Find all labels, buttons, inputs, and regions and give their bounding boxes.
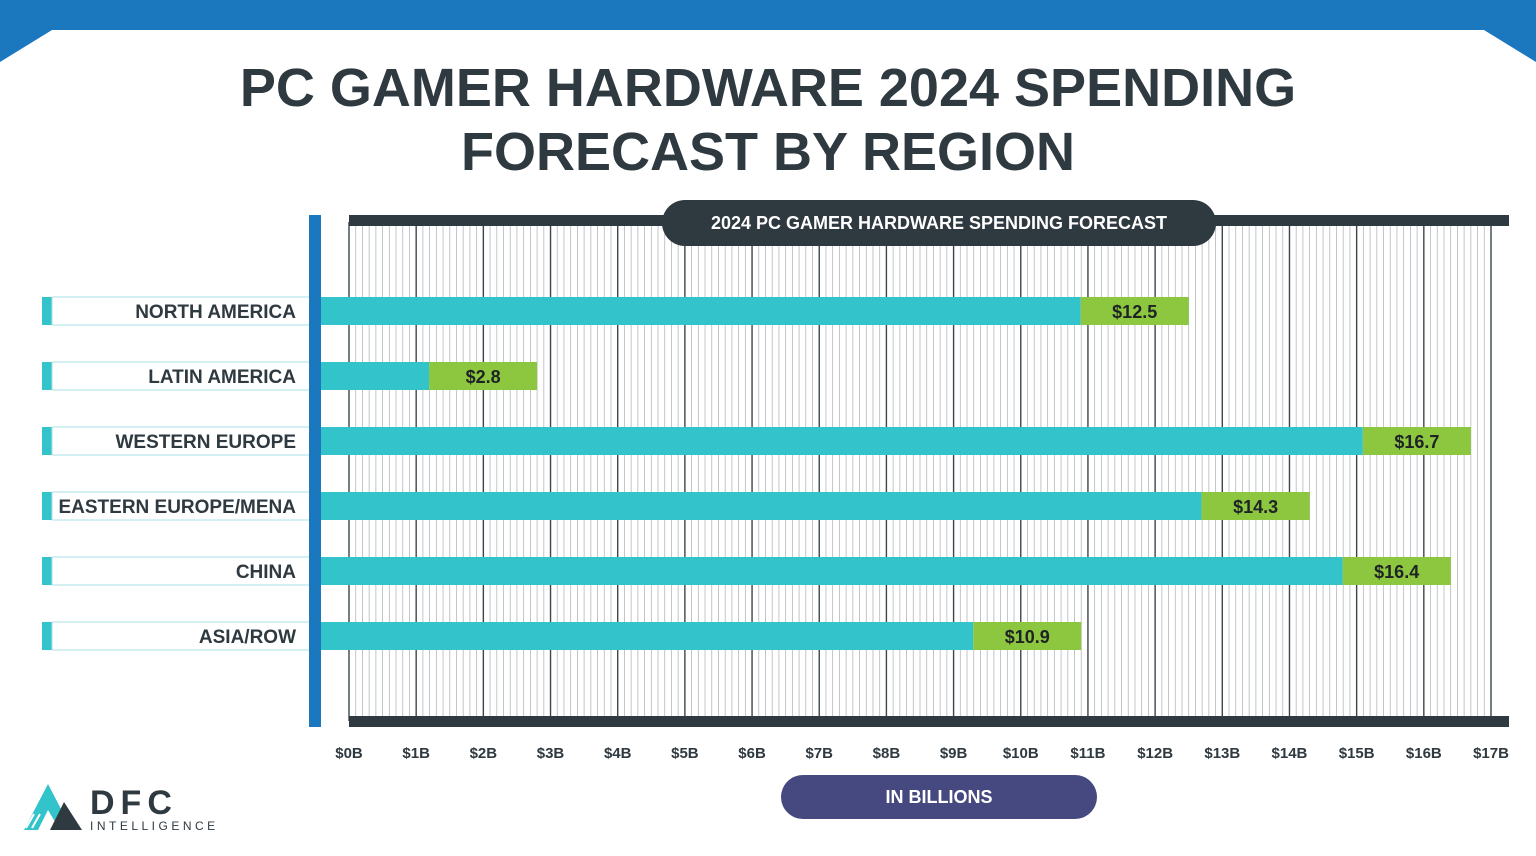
category-label: LATIN AMERICA bbox=[148, 367, 296, 388]
x-tick-label: $3B bbox=[537, 745, 565, 762]
x-tick-label: $9B bbox=[940, 745, 968, 762]
label-tab bbox=[42, 427, 52, 455]
category-label: ASIA/ROW bbox=[199, 627, 296, 648]
label-tab bbox=[42, 362, 52, 390]
bar-end-cap bbox=[973, 622, 1082, 650]
x-tick-label: $11B bbox=[1070, 745, 1105, 762]
bar-value-label: $16.7 bbox=[1394, 432, 1439, 452]
x-tick-label: $8B bbox=[873, 745, 901, 762]
bar-value-label: $10.9 bbox=[1005, 627, 1050, 647]
dfc-intelligence-logo: DFC INTELLIGENCE bbox=[24, 784, 219, 833]
x-tick-label: $15B bbox=[1339, 745, 1375, 762]
label-tab bbox=[42, 492, 52, 520]
label-tab bbox=[42, 297, 52, 325]
x-tick-label: $16B bbox=[1406, 745, 1442, 762]
top-band bbox=[0, 0, 1536, 62]
bar-end-cap bbox=[429, 362, 538, 390]
bar-value-label: $12.5 bbox=[1112, 302, 1157, 322]
label-box bbox=[51, 426, 311, 456]
logo-tagline: INTELLIGENCE bbox=[90, 819, 219, 833]
y-axis-line bbox=[309, 215, 321, 727]
logo-wordmark: DFC bbox=[90, 784, 178, 822]
bar-end-cap bbox=[1080, 297, 1189, 325]
x-tick-label: $6B bbox=[738, 745, 766, 762]
label-box bbox=[51, 361, 311, 391]
x-tick-label: $13B bbox=[1204, 745, 1240, 762]
label-box bbox=[51, 491, 311, 521]
x-tick-label: $14B bbox=[1272, 745, 1308, 762]
x-tick-label: $12B bbox=[1137, 745, 1173, 762]
category-label: CHINA bbox=[236, 562, 296, 583]
bar bbox=[318, 297, 1081, 325]
bar bbox=[318, 492, 1202, 520]
frame-bottom bbox=[349, 716, 1509, 727]
bar bbox=[318, 362, 430, 390]
page-title: PC GAMER HARDWARE 2024 SPENDING FORECAST… bbox=[180, 56, 1356, 184]
x-tick-label: $4B bbox=[604, 745, 632, 762]
chart-title: 2024 PC GAMER HARDWARE SPENDING FORECAST bbox=[662, 200, 1216, 246]
bar-value-label: $2.8 bbox=[466, 367, 501, 387]
category-label: EASTERN EUROPE/MENA bbox=[58, 497, 296, 518]
x-tick-label: $10B bbox=[1003, 745, 1039, 762]
x-tick-label: $17B bbox=[1473, 745, 1509, 762]
label-box bbox=[51, 621, 311, 651]
bar-end-cap bbox=[1201, 492, 1310, 520]
label-box bbox=[51, 556, 311, 586]
category-label: WESTERN EUROPE bbox=[115, 432, 296, 453]
bar-end-cap bbox=[1362, 427, 1471, 455]
x-axis-label: IN BILLIONS bbox=[781, 775, 1097, 819]
x-tick-label: $2B bbox=[470, 745, 498, 762]
label-tab bbox=[42, 622, 52, 650]
bar bbox=[318, 557, 1343, 585]
bar-end-cap bbox=[1342, 557, 1451, 585]
bar-value-label: $16.4 bbox=[1374, 562, 1419, 582]
x-tick-label: $0B bbox=[335, 745, 363, 762]
bar bbox=[318, 427, 1363, 455]
bar-value-label: $14.3 bbox=[1233, 497, 1278, 517]
x-tick-label: $7B bbox=[805, 745, 833, 762]
page-title-line-1: PC GAMER HARDWARE 2024 SPENDING bbox=[239, 58, 1297, 118]
x-tick-label: $5B bbox=[671, 745, 699, 762]
label-box bbox=[51, 296, 311, 326]
bar bbox=[318, 622, 974, 650]
page-title-line-2: FORECAST BY REGION bbox=[460, 122, 1076, 182]
label-tab bbox=[42, 557, 52, 585]
x-tick-label: $1B bbox=[402, 745, 430, 762]
category-label: NORTH AMERICA bbox=[135, 302, 296, 323]
